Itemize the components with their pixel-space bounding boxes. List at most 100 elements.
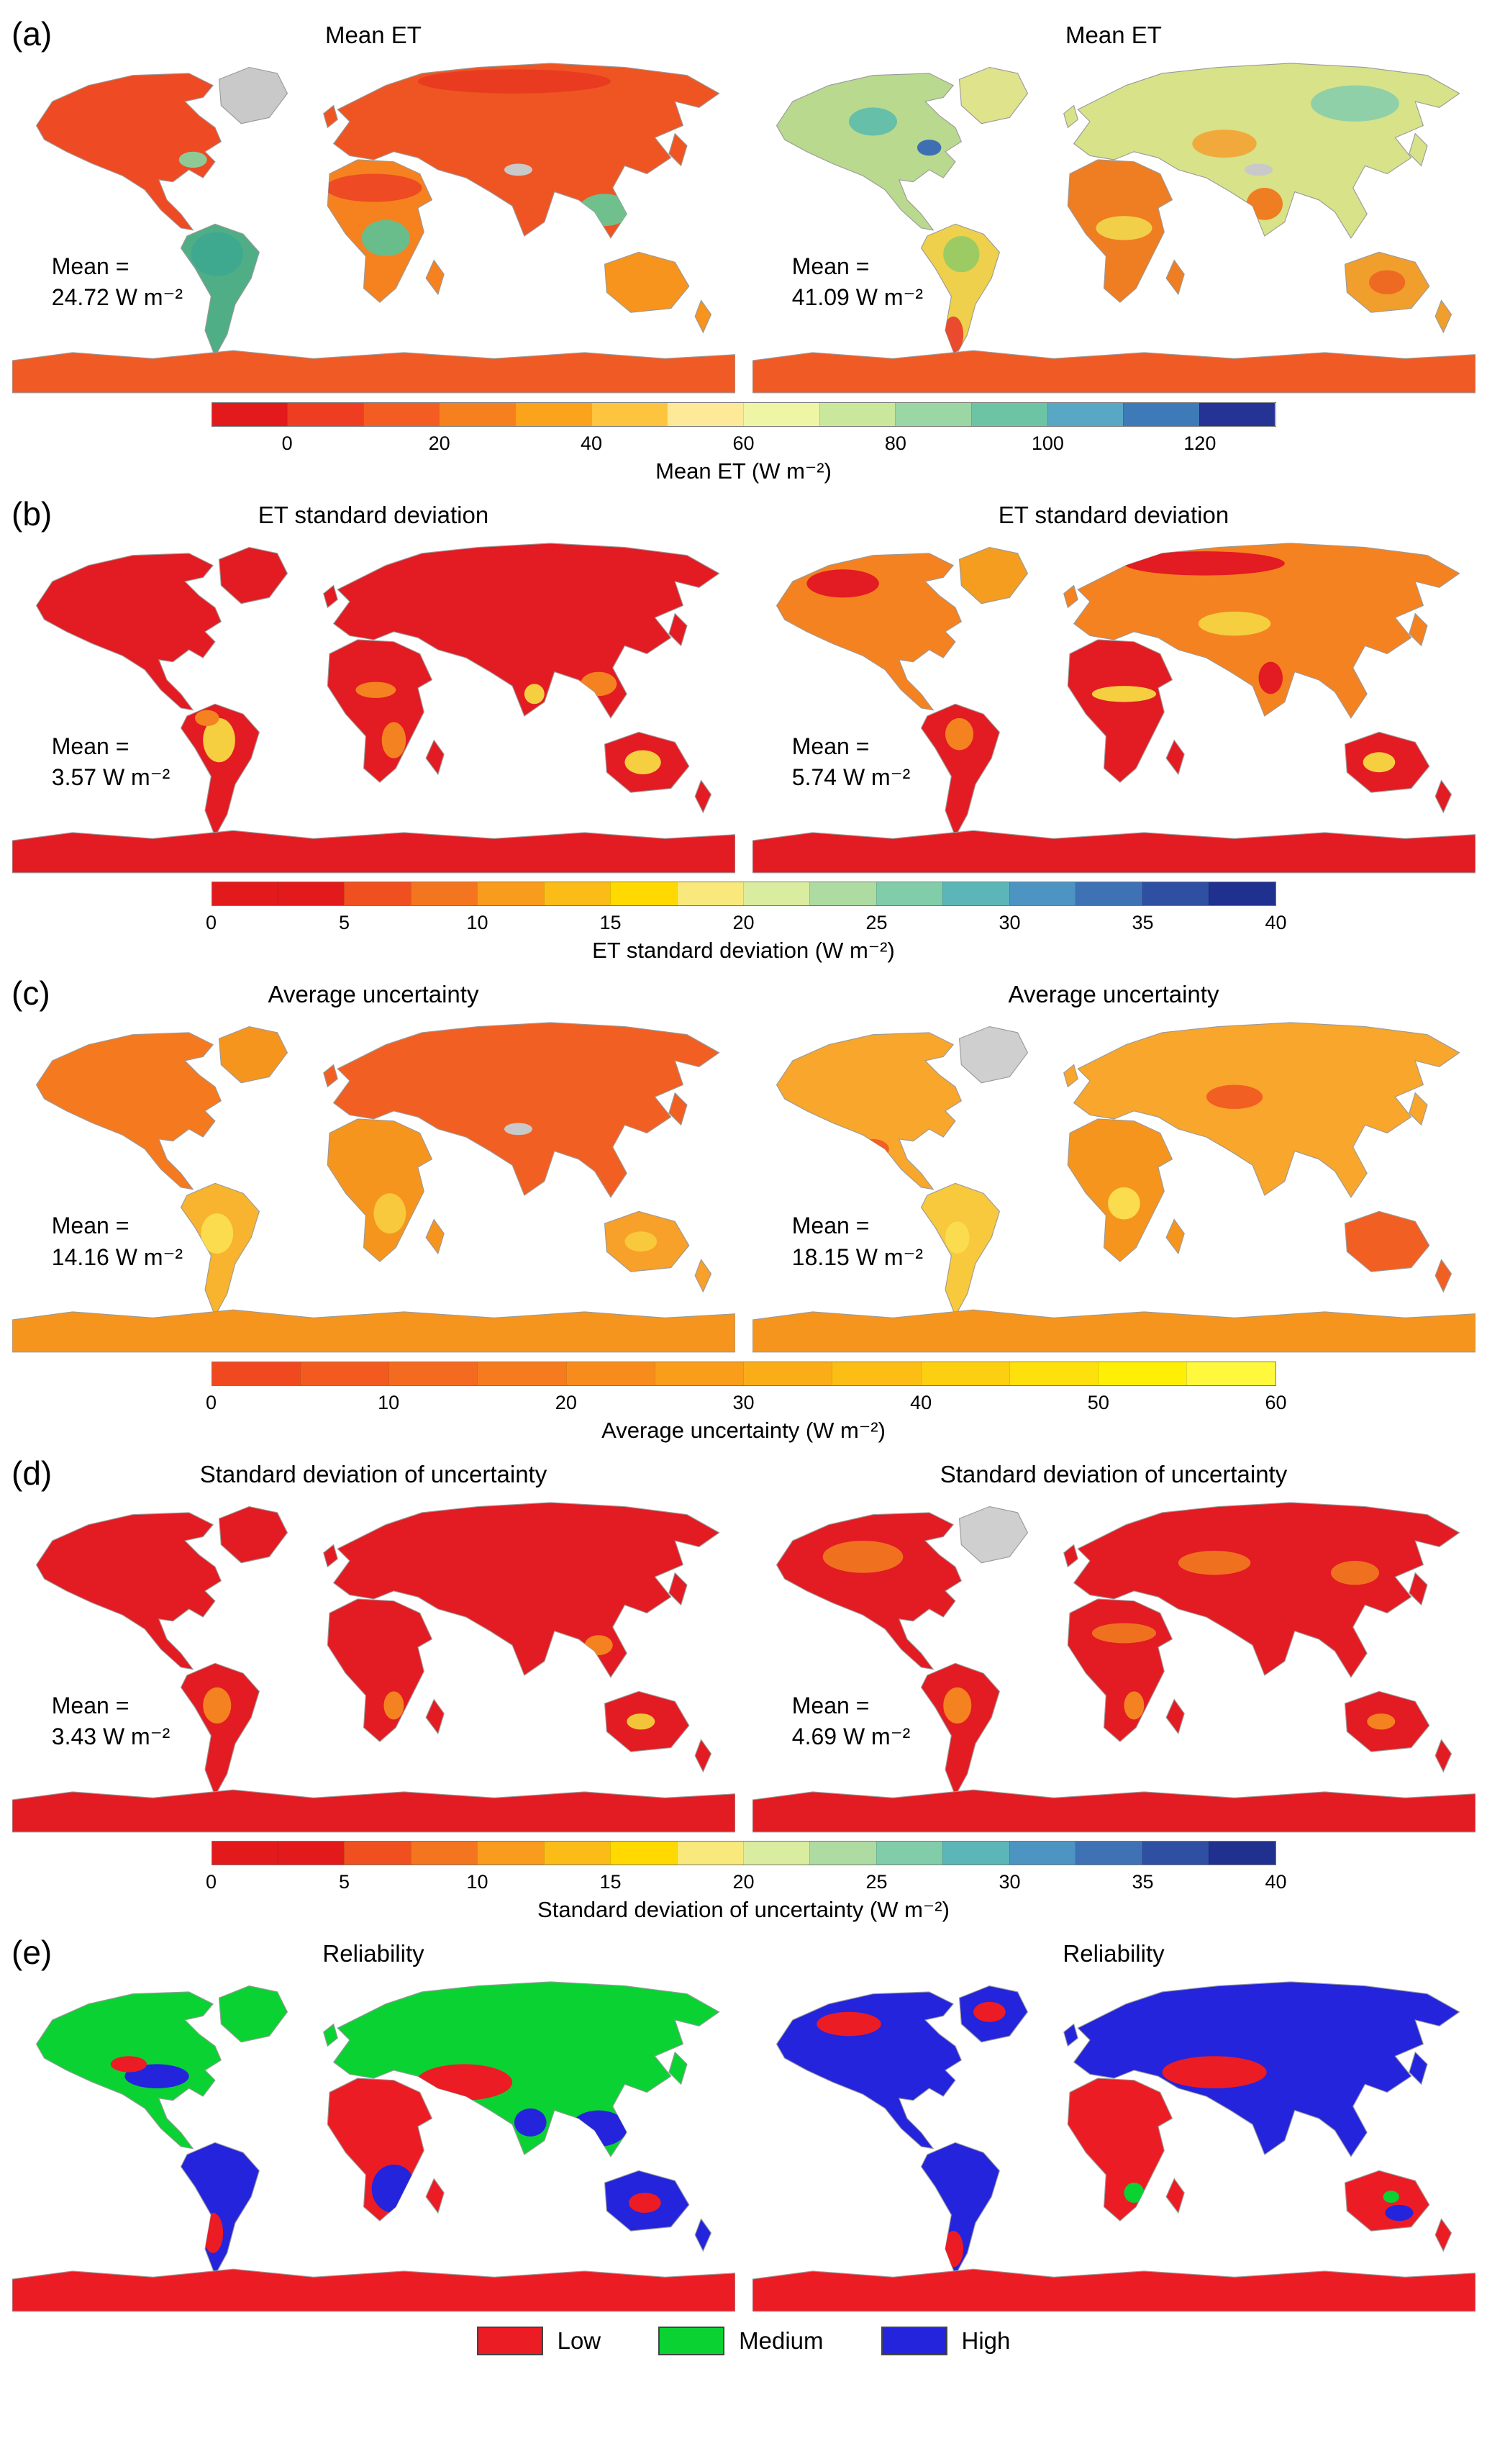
mean-annotation-value: 4.69 W m⁻² — [791, 1724, 911, 1750]
colorbar-section-c: 0 10 20 30 40 50 60 Average uncertainty (W m⁻²) — [206, 1361, 1287, 1444]
colorbar-segment — [819, 402, 896, 426]
map-title: Reliability — [322, 1940, 424, 1967]
land-greenland — [218, 1985, 288, 2043]
colorbar-segment — [363, 402, 440, 426]
legend-swatch-high — [881, 2326, 947, 2355]
map-block-e-left: Reliability — [12, 1939, 735, 2314]
colorbar-segment — [743, 1842, 810, 1865]
mean-annotation-label: Mean = — [791, 1692, 870, 1718]
colorbar-tick: 40 — [1265, 912, 1287, 934]
map-title: Standard deviation of uncertainty — [199, 1460, 547, 1487]
land-eurasia — [332, 1022, 720, 1199]
land-newzealand — [1434, 1738, 1452, 1773]
colorbar-tick: 0 — [281, 432, 293, 454]
land-samerica — [920, 703, 1000, 838]
colorbar-segment — [809, 882, 876, 906]
land-eurasia — [1073, 542, 1460, 719]
colorbar-tick: 0 — [205, 1871, 217, 1893]
colorbar-segment — [1142, 882, 1209, 906]
map-title: Mean ET — [1065, 22, 1162, 48]
map-data-patches — [848, 85, 1405, 353]
colorbar-segment — [543, 882, 611, 906]
land-antarctica — [752, 2268, 1475, 2312]
colorbar-segment — [477, 1362, 566, 1385]
colorbar-tick: 30 — [732, 1391, 755, 1413]
mean-annotation-value: 24.72 W m⁻² — [51, 284, 183, 311]
map-title: ET standard deviation — [258, 501, 489, 528]
colorbar-segment — [676, 882, 743, 906]
world-map: Mean = 4.69 W m⁻² — [752, 1493, 1475, 1834]
land-namerica — [35, 1512, 222, 1670]
world-map: Mean = 3.43 W m⁻² — [12, 1493, 735, 1834]
colorbar-segment — [610, 882, 677, 906]
colorbar-tick: 20 — [555, 1391, 577, 1413]
map-data-patches — [194, 671, 661, 774]
colorbar-tick: 60 — [1265, 1391, 1287, 1413]
colorbar-tick: 20 — [428, 432, 450, 454]
land-australia — [604, 251, 689, 313]
land-samerica — [180, 1662, 260, 1797]
land-britain — [322, 584, 338, 608]
colorbar-segment — [667, 402, 743, 426]
colorbar-tick: 15 — [599, 1871, 622, 1893]
land-greenland — [218, 1026, 288, 1084]
colorbar-segment — [1209, 882, 1275, 906]
land-britain — [1063, 584, 1078, 608]
colorbar-tick: 30 — [999, 912, 1021, 934]
colorbar-segment — [1009, 1842, 1076, 1865]
land-eurasia — [332, 63, 720, 239]
legend-label: Low — [557, 2327, 601, 2354]
colorbar-tick: 25 — [865, 912, 888, 934]
colorbar-segment — [477, 1842, 544, 1865]
land-newzealand — [694, 1259, 711, 1293]
map-title: Standard deviation of uncertainty — [940, 1460, 1288, 1487]
land-namerica — [35, 552, 222, 711]
colorbar-segment — [742, 402, 819, 426]
colorbar-segment — [543, 1842, 611, 1865]
colorbar-segment — [477, 882, 544, 906]
colorbar-tick: 35 — [1132, 912, 1154, 934]
legend-item-high: High — [881, 2326, 1010, 2355]
land-japan — [1408, 2051, 1428, 2085]
land-britain — [322, 1064, 338, 1088]
colorbar-segment — [920, 1362, 1009, 1385]
mean-annotation-label: Mean = — [791, 733, 870, 759]
colorbar-tick: 0 — [205, 912, 217, 934]
mean-annotation: Mean = 3.43 W m⁻² — [52, 1690, 170, 1752]
colorbar-segment — [1009, 882, 1076, 906]
colorbar-segment — [1142, 1842, 1209, 1865]
colorbar-tick: 30 — [999, 1871, 1021, 1893]
colorbar-tick: 40 — [581, 432, 603, 454]
land-namerica — [35, 1032, 222, 1190]
land-newzealand — [1434, 1259, 1452, 1293]
map-title: Average uncertainty — [268, 981, 479, 1008]
land-antarctica — [12, 350, 735, 394]
land-madagascar — [1165, 259, 1185, 296]
panel-a: (a) Mean ET Mean = 24.72 W m⁻² Mean ET Mean =… — [0, 10, 1487, 484]
world-map: Mean = 14.16 W m⁻² — [12, 1013, 735, 1354]
colorbar-tick: 15 — [599, 912, 622, 934]
panel-e: (e) Reliability Reliability Low Medium High — [0, 1929, 1487, 2355]
mean-annotation: Mean = 18.15 W m⁻² — [792, 1210, 923, 1272]
colorbar-segment — [832, 1362, 921, 1385]
land-newzealand — [1434, 2218, 1452, 2252]
land-samerica — [920, 1662, 1000, 1797]
world-map: Mean = 5.74 W m⁻² — [752, 533, 1475, 875]
land-newzealand — [1434, 779, 1452, 813]
land-japan — [668, 612, 688, 646]
map-block-d-left: Standard deviation of uncertainty Mean = 3… — [12, 1459, 735, 1834]
world-map-svg — [752, 1981, 1475, 2312]
panel-label-a: (a) — [12, 15, 53, 53]
world-map — [752, 1972, 1475, 2314]
land-antarctica — [12, 1309, 735, 1353]
map-block-a-left: Mean ET Mean = 24.72 W m⁻² — [12, 20, 735, 395]
mean-annotation-label: Mean = — [51, 733, 129, 759]
land-madagascar — [424, 1218, 445, 1255]
maps-row-c: Average uncertainty Mean = 14.16 W m⁻² Aver… — [0, 979, 1487, 1354]
land-eurasia — [332, 1502, 720, 1678]
mean-annotation-label: Mean = — [51, 253, 129, 280]
colorbar-tick: 25 — [865, 1871, 888, 1893]
map-block-a-right: Mean ET Mean = 41.09 W m⁻² — [752, 20, 1475, 395]
colorbar-tick: 60 — [732, 432, 755, 454]
colorbar-label: Average uncertainty (W m⁻²) — [601, 1417, 886, 1443]
